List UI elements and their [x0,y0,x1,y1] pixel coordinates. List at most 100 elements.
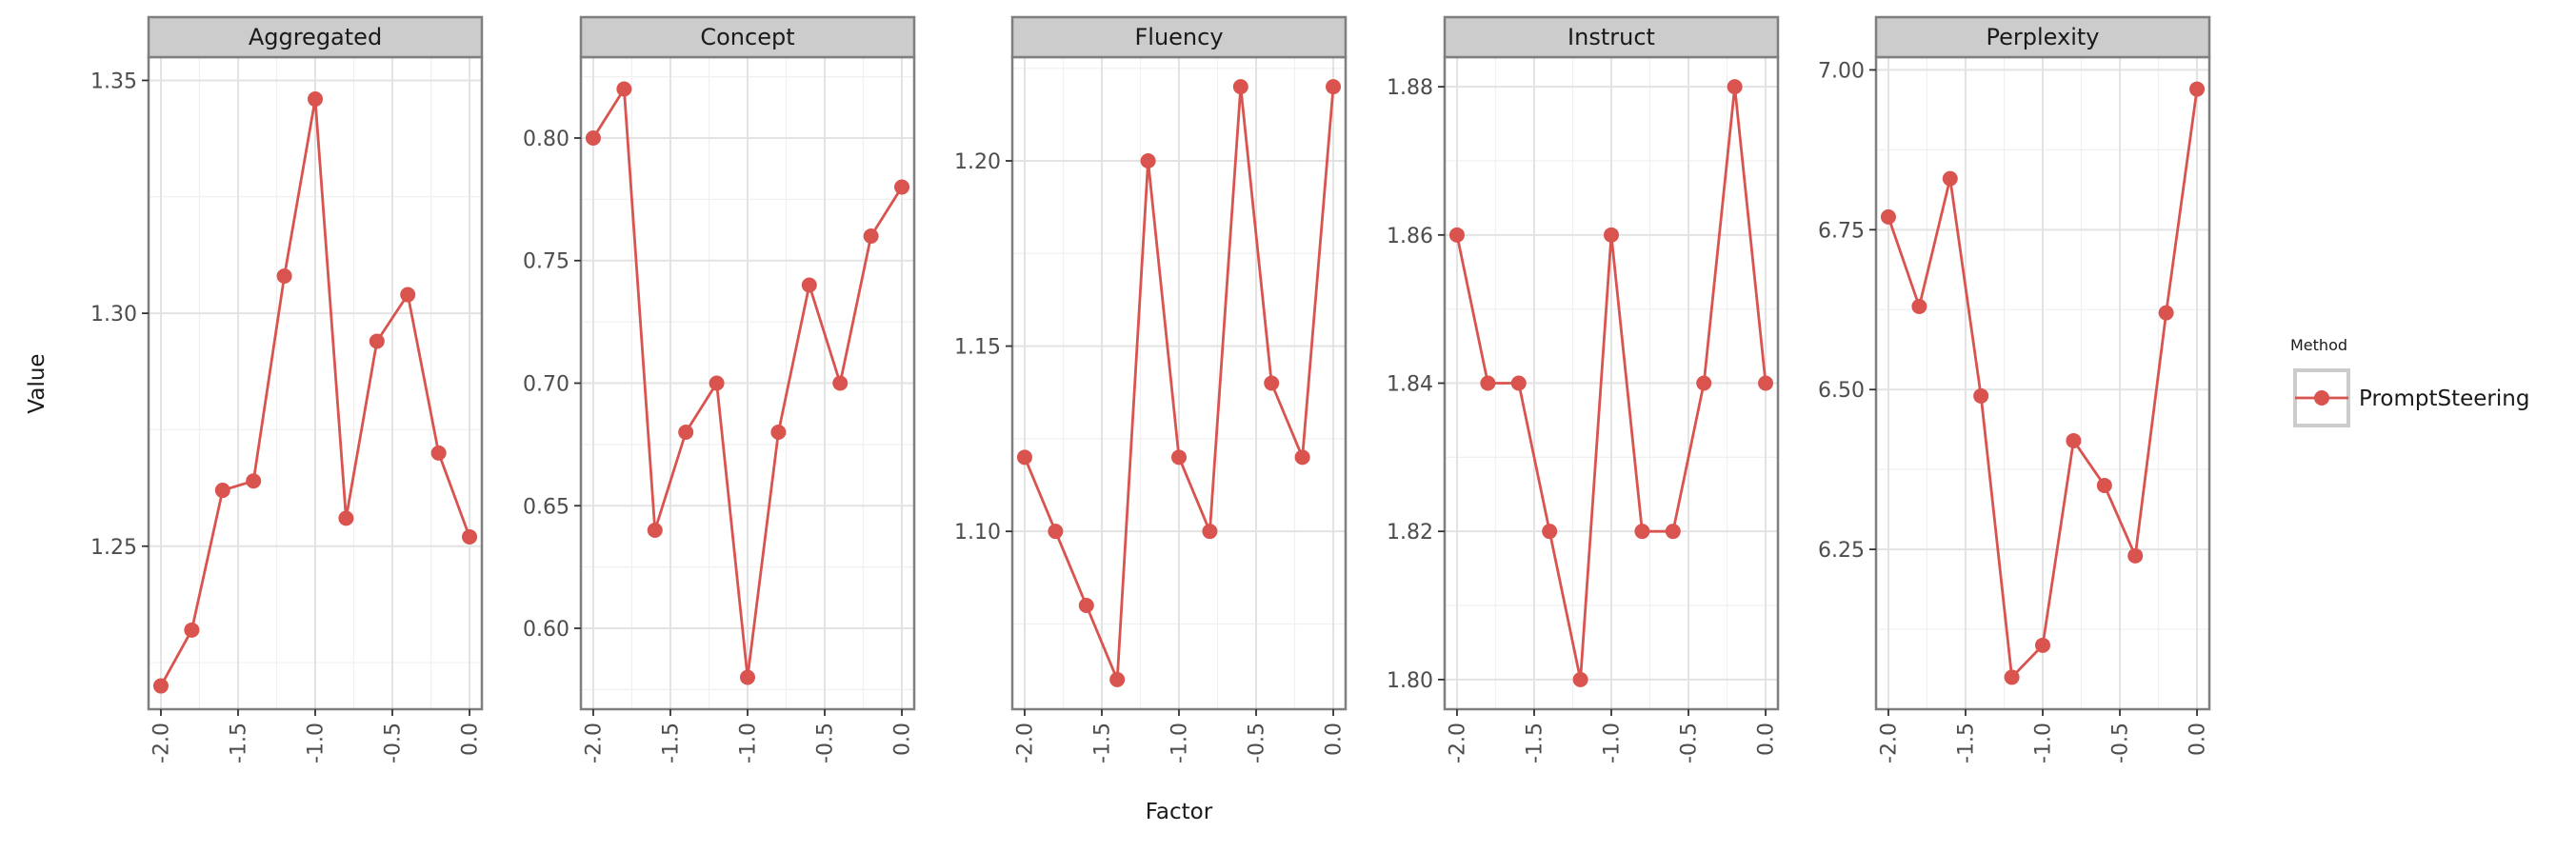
x-tick-label: 0.0 [891,723,915,756]
data-point [863,228,879,244]
data-point [2004,669,2020,685]
data-point [1696,375,1712,391]
data-point [462,528,478,545]
data-point [770,425,787,441]
data-point [184,622,200,638]
data-point [430,445,447,461]
data-point [1326,79,1342,95]
x-tick-label: -1.5 [1955,723,1979,763]
x-tick-label: -0.5 [382,723,406,763]
data-point [1973,387,1989,404]
data-point [246,473,262,489]
facet-strip-label: Perplexity [1987,24,2100,50]
x-tick-label: -2.0 [1447,723,1470,763]
data-point [585,129,601,146]
data-point [832,375,849,391]
data-point [400,287,416,303]
facet-strip [1010,15,1348,59]
y-tick-label: 0.60 [523,618,569,642]
x-tick-label: -0.5 [814,723,838,763]
data-point [276,267,292,284]
facet-strip [147,15,484,59]
data-point [1171,449,1187,466]
facet-strip [1874,15,2211,59]
x-tick-label: -0.5 [1678,723,1702,763]
y-tick-label: 7.00 [1818,59,1865,83]
y-axis-title: Value [25,353,50,413]
y-tick-label: 0.70 [523,373,569,397]
facet-strip-label: Instruct [1568,24,1655,50]
data-point [1727,79,1743,95]
data-point [338,510,354,526]
data-point [1016,449,1032,466]
data-point [214,483,230,499]
y-tick-label: 1.84 [1387,373,1433,397]
data-point [1264,375,1280,391]
x-tick-label: 0.0 [2187,723,2210,756]
data-point [894,179,910,195]
data-point [1140,152,1156,168]
data-point [2189,81,2206,97]
data-point [1294,449,1310,466]
y-tick-label: 6.75 [1818,219,1865,243]
y-tick-label: 1.20 [954,150,1001,174]
panel-aggregated: Aggregated 1.25 1.30 1.35 -2.0 -1.5 -1.0 -0.5 0.… [90,15,484,763]
legend: Method PromptSteering [2290,336,2529,427]
data-point [709,375,725,391]
data-point [1078,598,1094,614]
y-tick-label: 1.88 [1387,76,1433,100]
data-point [1634,524,1650,540]
y-tick-label: 6.50 [1818,379,1865,403]
data-point [1448,227,1465,243]
y-tick-label: 6.25 [1818,539,1865,563]
data-point [369,333,385,349]
x-tick-label: -2.0 [1878,723,1902,763]
data-point [1202,524,1218,540]
data-point [2127,547,2144,564]
legend-title: Method [2290,336,2347,354]
y-tick-label: 1.10 [954,521,1001,545]
x-axis-title: Factor [1146,800,1213,824]
facet-strip-label: Aggregated [249,24,382,50]
data-point [1572,671,1588,687]
legend-key-point [2314,390,2329,406]
data-point [1665,524,1681,540]
x-tick-label: -2.0 [1014,723,1038,763]
data-point [1542,524,1558,540]
x-tick-label: 0.0 [1323,723,1347,756]
legend-entry-promptsteering: PromptSteering [2359,386,2529,411]
x-tick-label: -1.0 [737,723,761,763]
data-point [1942,170,1958,187]
panel-fluency: Fluency 1.10 1.15 1.20 -2.0 -1.5 -1.0 -0.5 0.0 [954,15,1348,763]
y-tick-label: 0.80 [523,128,569,151]
data-point [2158,305,2174,321]
panel-perplexity: Perplexity 6.25 6.50 6.75 7.00 -2.0 -1.5 -1.0 -0… [1818,15,2211,763]
data-point [740,669,755,685]
x-tick-label: -1.5 [1524,723,1548,763]
y-tick-label: 1.86 [1387,225,1433,248]
data-point [678,425,694,441]
facet-strip [1443,15,1780,59]
y-tick-label: 1.35 [90,69,137,93]
data-point [1109,671,1126,687]
x-tick-label: -0.5 [1246,723,1269,763]
data-point [1510,375,1527,391]
data-point [152,678,169,694]
x-tick-label: -1.5 [228,723,251,763]
x-tick-label: -1.0 [1601,723,1625,763]
x-tick-label: -2.0 [583,723,607,763]
data-point [1758,375,1774,391]
data-point [308,91,323,108]
x-tick-label: -1.0 [1168,723,1192,763]
facet-strip-label: Concept [700,24,794,50]
panel-instruct: Instruct 1.80 1.82 1.84 1.86 1.88 -2.0 -1.5 -1.0… [1387,15,1780,763]
x-tick-label: -0.5 [2109,723,2133,763]
x-tick-label: 0.0 [459,723,483,756]
y-tick-label: 1.25 [90,536,137,560]
y-tick-label: 1.80 [1387,669,1433,693]
data-point [616,81,632,97]
x-tick-label: -1.5 [660,723,684,763]
x-tick-label: -1.0 [305,723,329,763]
